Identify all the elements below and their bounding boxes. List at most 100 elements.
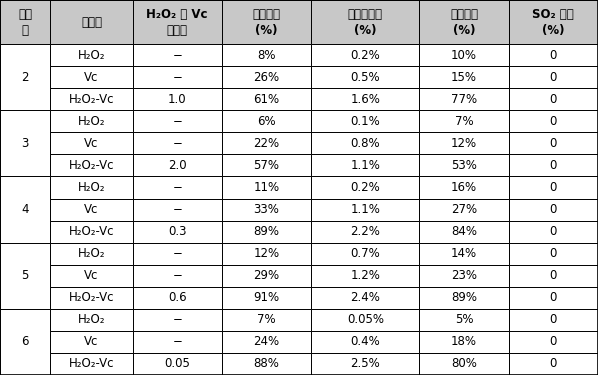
Bar (311, 154, 419, 177)
Text: Vc: Vc (84, 335, 99, 348)
Bar (311, 331, 419, 353)
Bar (133, 132, 222, 154)
Text: 0: 0 (550, 225, 557, 238)
Bar (133, 309, 222, 331)
Text: 0.4%: 0.4% (350, 335, 380, 348)
Text: 0: 0 (550, 269, 557, 282)
Bar (133, 243, 222, 265)
Bar (311, 287, 419, 309)
Bar (311, 0, 419, 44)
Text: 0: 0 (550, 115, 557, 128)
Bar (419, 88, 509, 110)
Bar (133, 110, 222, 132)
Text: 80%: 80% (451, 357, 477, 370)
Bar (50, 44, 133, 66)
Bar (0, 177, 50, 243)
Bar (509, 220, 598, 243)
Bar (311, 66, 419, 88)
Text: 2.0: 2.0 (168, 159, 187, 172)
Bar (509, 110, 598, 132)
Bar (133, 220, 222, 243)
Bar (509, 287, 598, 309)
Bar (419, 66, 509, 88)
Bar (133, 198, 222, 220)
Text: 7%: 7% (454, 115, 474, 128)
Text: 77%: 77% (451, 93, 477, 106)
Bar (50, 177, 133, 198)
Bar (50, 287, 133, 309)
Bar (419, 177, 509, 198)
Bar (419, 331, 509, 353)
Text: H₂O₂ 与 Vc
质量比: H₂O₂ 与 Vc 质量比 (147, 8, 208, 36)
Bar (509, 0, 598, 44)
Bar (133, 154, 222, 177)
Text: 7%: 7% (257, 314, 276, 326)
Text: −: − (172, 247, 182, 260)
Text: 24%: 24% (254, 335, 280, 348)
Bar (50, 0, 133, 44)
Bar (133, 287, 222, 309)
Text: 1.2%: 1.2% (350, 269, 380, 282)
Text: 8%: 8% (257, 49, 276, 62)
Text: 0: 0 (550, 357, 557, 370)
Text: 26%: 26% (254, 71, 280, 84)
Text: 0.8%: 0.8% (350, 137, 380, 150)
Bar (222, 88, 311, 110)
Bar (311, 44, 419, 66)
Bar (0, 309, 50, 375)
Text: 10%: 10% (451, 49, 477, 62)
Text: H₂O₂: H₂O₂ (78, 181, 105, 194)
Bar (222, 0, 311, 44)
Text: 6%: 6% (257, 115, 276, 128)
Text: 16%: 16% (451, 181, 477, 194)
Bar (50, 198, 133, 220)
Bar (419, 198, 509, 220)
Bar (222, 243, 311, 265)
Text: −: − (172, 115, 182, 128)
Text: 22%: 22% (254, 137, 280, 150)
Bar (419, 154, 509, 177)
Text: 1.1%: 1.1% (350, 203, 380, 216)
Text: 5: 5 (22, 269, 29, 282)
Text: −: − (172, 314, 182, 326)
Bar (222, 154, 311, 177)
Bar (222, 353, 311, 375)
Text: 色値降低
(%): 色値降低 (%) (252, 8, 280, 36)
Bar (419, 110, 509, 132)
Bar (311, 132, 419, 154)
Text: Vc: Vc (84, 137, 99, 150)
Bar (50, 220, 133, 243)
Bar (133, 88, 222, 110)
Text: 53%: 53% (451, 159, 477, 172)
Text: −: − (172, 335, 182, 348)
Bar (419, 220, 509, 243)
Bar (419, 309, 509, 331)
Bar (133, 66, 222, 88)
Bar (222, 132, 311, 154)
Bar (133, 265, 222, 287)
Text: H₂O₂: H₂O₂ (78, 314, 105, 326)
Bar (311, 177, 419, 198)
Text: 0: 0 (550, 335, 557, 348)
Bar (311, 243, 419, 265)
Bar (222, 220, 311, 243)
Text: −: − (172, 269, 182, 282)
Bar (50, 110, 133, 132)
Text: 14%: 14% (451, 247, 477, 260)
Bar (509, 331, 598, 353)
Text: Vc: Vc (84, 203, 99, 216)
Text: 0: 0 (550, 49, 557, 62)
Text: Vc: Vc (84, 269, 99, 282)
Text: 2.2%: 2.2% (350, 225, 380, 238)
Text: 15%: 15% (451, 71, 477, 84)
Text: 0: 0 (550, 247, 557, 260)
Text: 5%: 5% (454, 314, 473, 326)
Text: 29%: 29% (254, 269, 280, 282)
Text: 0.2%: 0.2% (350, 181, 380, 194)
Bar (50, 243, 133, 265)
Text: 0.3: 0.3 (168, 225, 187, 238)
Text: 12%: 12% (451, 137, 477, 150)
Text: −: − (172, 71, 182, 84)
Bar (50, 331, 133, 353)
Bar (311, 198, 419, 220)
